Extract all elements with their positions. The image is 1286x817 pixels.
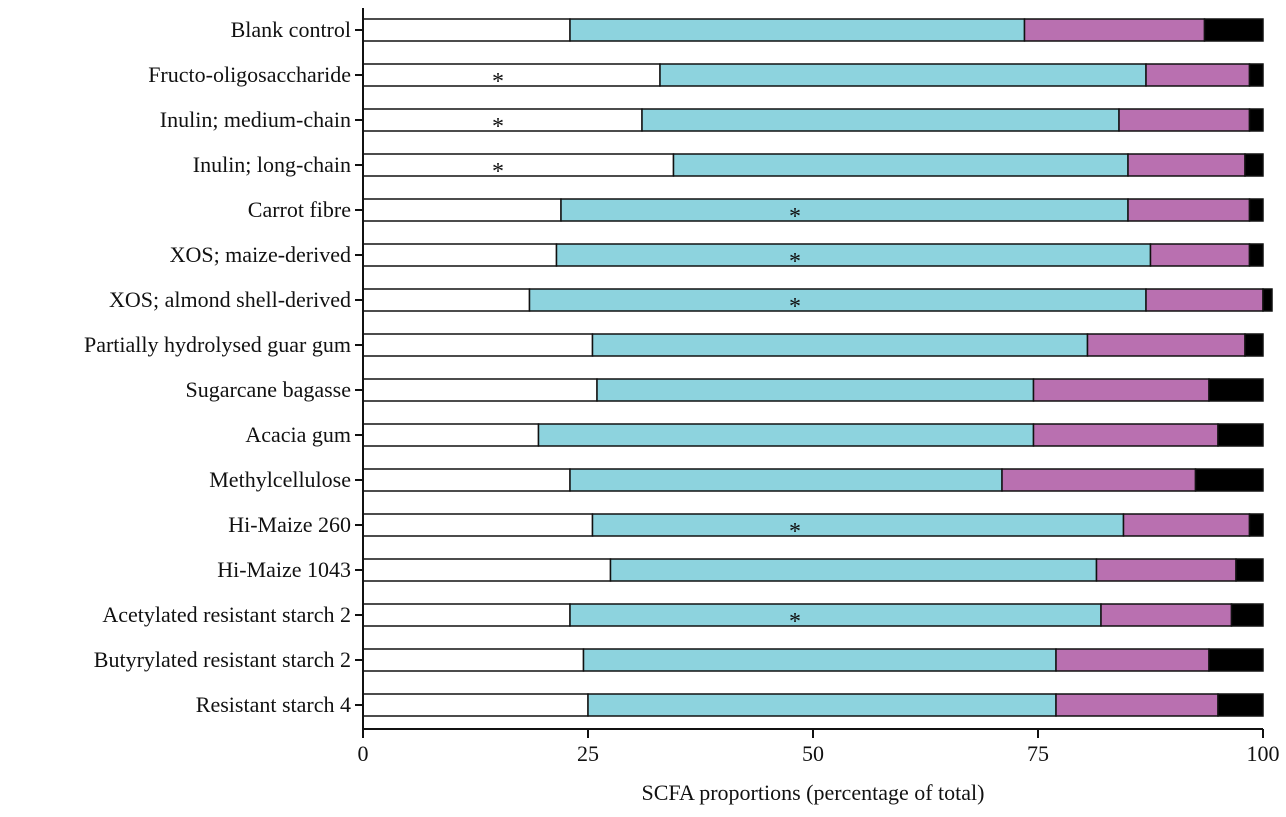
significance-star-inulin-long-chain: * xyxy=(492,159,504,185)
significance-star-xos-almond-shell-derived: * xyxy=(789,294,801,320)
significance-star-xos-maize-derived: * xyxy=(789,249,801,275)
bar-segment-fructo-oligosaccharide-2 xyxy=(659,63,1147,87)
bars-layer xyxy=(362,18,1273,717)
category-label-blank-control: Blank control xyxy=(231,17,351,42)
category-label-butyrylated-resistant-starch-2: Butyrylated resistant starch 2 xyxy=(94,647,351,672)
category-label-inulin-long-chain: Inulin; long-chain xyxy=(193,152,351,177)
bar-segment-xos-maize-derived-1 xyxy=(362,243,558,267)
bar-segment-partially-hydrolysed-guar-gum-2 xyxy=(591,333,1089,357)
bar-segment-inulin-long-chain-1 xyxy=(362,153,675,177)
bar-segment-methylcellulose-4 xyxy=(1194,468,1264,492)
bar-segment-acetylated-resistant-starch-2-1 xyxy=(362,603,571,627)
bar-segment-resistant-starch-4-1 xyxy=(362,693,589,717)
category-label-acacia-gum: Acacia gum xyxy=(245,422,351,447)
bar-segment-partially-hydrolysed-guar-gum-1 xyxy=(362,333,594,357)
bar-segment-sugarcane-bagasse-1 xyxy=(362,378,598,402)
bar-segment-acacia-gum-4 xyxy=(1217,423,1264,447)
bar-segment-carrot-fibre-2 xyxy=(560,198,1129,222)
category-label-hi-maize-260: Hi-Maize 260 xyxy=(228,512,351,537)
bar-segment-carrot-fibre-4 xyxy=(1248,198,1264,222)
bar-segment-xos-almond-shell-derived-1 xyxy=(362,288,531,312)
significance-star-hi-maize-260: * xyxy=(789,519,801,545)
significance-star-inulin-medium-chain: * xyxy=(492,114,504,140)
bar-segment-xos-maize-derived-3 xyxy=(1149,243,1251,267)
bar-segment-inulin-medium-chain-3 xyxy=(1118,108,1251,132)
bar-segment-acetylated-resistant-starch-2-2 xyxy=(569,603,1102,627)
significance-star-carrot-fibre: * xyxy=(789,204,801,230)
category-label-sugarcane-bagasse: Sugarcane bagasse xyxy=(185,377,351,402)
bar-segment-sugarcane-bagasse-3 xyxy=(1032,378,1210,402)
bar-segment-butyrylated-resistant-starch-2-3 xyxy=(1055,648,1210,672)
category-labels: Blank control Fructo-oligosaccharide Inuli… xyxy=(84,17,351,717)
bar-segment-inulin-long-chain-4 xyxy=(1244,153,1264,177)
bar-segment-hi-maize-260-1 xyxy=(362,513,594,537)
bar-segment-carrot-fibre-3 xyxy=(1127,198,1251,222)
bar-segment-carrot-fibre-1 xyxy=(362,198,562,222)
bar-segment-acetylated-resistant-starch-2-4 xyxy=(1230,603,1264,627)
bar-segment-blank-control-2 xyxy=(569,18,1026,42)
significance-markers: * * * * * * * * xyxy=(492,69,801,635)
category-label-inulin-medium-chain: Inulin; medium-chain xyxy=(160,107,351,132)
category-label-hi-maize-1043: Hi-Maize 1043 xyxy=(217,557,351,582)
significance-star-acetylated-resistant-starch-2: * xyxy=(789,609,801,635)
category-label-fructo-oligosaccharide: Fructo-oligosaccharide xyxy=(148,62,351,87)
bar-segment-methylcellulose-3 xyxy=(1001,468,1197,492)
bar-segment-blank-control-4 xyxy=(1203,18,1264,42)
bar-segment-fructo-oligosaccharide-3 xyxy=(1145,63,1251,87)
bar-segment-resistant-starch-4-2 xyxy=(587,693,1057,717)
bar-segment-acetylated-resistant-starch-2-3 xyxy=(1100,603,1233,627)
bar-segment-hi-maize-1043-3 xyxy=(1095,558,1237,582)
bar-segment-butyrylated-resistant-starch-2-4 xyxy=(1208,648,1264,672)
category-label-acetylated-resistant-starch-2: Acetylated resistant starch 2 xyxy=(102,602,351,627)
x-tick-label-50: 50 xyxy=(802,741,824,766)
bar-segment-inulin-long-chain-2 xyxy=(672,153,1129,177)
x-axis-title: SCFA proportions (percentage of total) xyxy=(642,780,985,805)
significance-star-fructo-oligosaccharide: * xyxy=(492,69,504,95)
bar-segment-blank-control-3 xyxy=(1023,18,1206,42)
bar-segment-hi-maize-1043-2 xyxy=(609,558,1098,582)
bar-segment-resistant-starch-4-3 xyxy=(1055,693,1219,717)
bar-segment-inulin-medium-chain-2 xyxy=(641,108,1120,132)
bar-segment-xos-maize-derived-2 xyxy=(555,243,1152,267)
bar-segment-hi-maize-260-3 xyxy=(1122,513,1251,537)
bar-segment-acacia-gum-1 xyxy=(362,423,540,447)
category-label-xos-almond-shell-derived: XOS; almond shell-derived xyxy=(109,287,351,312)
category-label-methylcellulose: Methylcellulose xyxy=(209,467,351,492)
bar-segment-fructo-oligosaccharide-4 xyxy=(1248,63,1264,87)
bar-segment-acacia-gum-2 xyxy=(537,423,1035,447)
bar-segment-partially-hydrolysed-guar-gum-3 xyxy=(1086,333,1246,357)
bar-segment-fructo-oligosaccharide-1 xyxy=(362,63,661,87)
bar-segment-hi-maize-260-4 xyxy=(1248,513,1264,537)
bar-segment-sugarcane-bagasse-4 xyxy=(1208,378,1264,402)
x-tick-label-75: 75 xyxy=(1027,741,1049,766)
axes-layer: 0 25 50 75 100 xyxy=(355,8,1280,766)
bar-segment-xos-almond-shell-derived-3 xyxy=(1145,288,1264,312)
bar-segment-inulin-long-chain-3 xyxy=(1127,153,1246,177)
bar-segment-resistant-starch-4-4 xyxy=(1217,693,1264,717)
x-tick-label-0: 0 xyxy=(358,741,369,766)
bar-segment-methylcellulose-2 xyxy=(569,468,1003,492)
bar-segment-inulin-medium-chain-4 xyxy=(1248,108,1264,132)
category-label-partially-hydrolysed-guar-gum: Partially hydrolysed guar gum xyxy=(84,332,351,357)
bar-segment-xos-almond-shell-derived-2 xyxy=(528,288,1147,312)
bar-segment-hi-maize-1043-1 xyxy=(362,558,612,582)
bar-segment-hi-maize-260-2 xyxy=(591,513,1125,537)
category-label-xos-maize-derived: XOS; maize-derived xyxy=(170,242,351,267)
bar-segment-acacia-gum-3 xyxy=(1032,423,1219,447)
bar-segment-xos-almond-shell-derived-4 xyxy=(1262,288,1273,312)
bar-segment-partially-hydrolysed-guar-gum-4 xyxy=(1244,333,1264,357)
bar-segment-blank-control-1 xyxy=(362,18,571,42)
bar-segment-butyrylated-resistant-starch-2-2 xyxy=(582,648,1057,672)
bar-segment-hi-maize-1043-4 xyxy=(1235,558,1264,582)
x-tick-label-100: 100 xyxy=(1247,741,1280,766)
category-label-carrot-fibre: Carrot fibre xyxy=(248,197,351,222)
bar-segment-butyrylated-resistant-starch-2-1 xyxy=(362,648,585,672)
x-tick-label-25: 25 xyxy=(577,741,599,766)
category-label-resistant-starch-4: Resistant starch 4 xyxy=(196,692,351,717)
bar-segment-sugarcane-bagasse-2 xyxy=(596,378,1035,402)
bar-segment-xos-maize-derived-4 xyxy=(1248,243,1264,267)
bar-segment-methylcellulose-1 xyxy=(362,468,571,492)
